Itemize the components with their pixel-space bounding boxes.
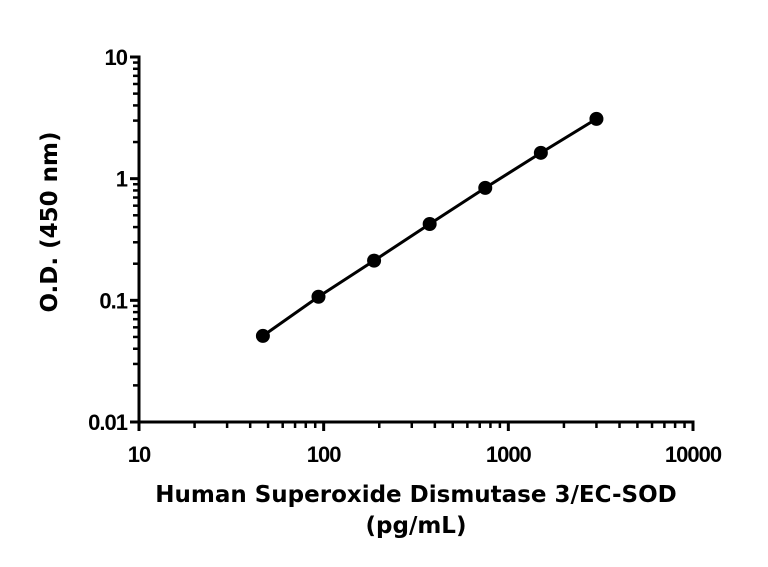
x-tick-label: 1000 (486, 442, 532, 467)
y-axis (130, 55, 141, 424)
data-point (533, 145, 548, 160)
x-axis-title-line1: Human Superoxide Dismutase 3/EC-SOD (155, 482, 677, 508)
x-tick-label: 100 (307, 442, 341, 467)
y-tick-label: 0.1 (99, 288, 127, 313)
y-tick-labels: 0.01 0.1 1 10 (88, 45, 129, 435)
x-tick-label: 10000 (665, 442, 722, 467)
data-point (367, 253, 382, 268)
y-tick-label: 1 (116, 167, 128, 192)
x-axis-title-line2: (pg/mL) (366, 513, 467, 539)
data-point (589, 111, 604, 126)
x-tick-labels: 10 100 1000 10000 (128, 442, 723, 467)
y-tick-label: 10 (105, 45, 128, 70)
y-axis-title: O.D. (450 nm) (37, 131, 63, 312)
x-axis (137, 420, 695, 431)
data-point (422, 217, 437, 232)
x-tick-label: 10 (128, 442, 151, 467)
y-tick-label: 0.01 (88, 410, 128, 435)
data-point (255, 328, 270, 343)
data-point (311, 289, 326, 304)
data-series (255, 111, 604, 343)
data-point (478, 180, 493, 195)
